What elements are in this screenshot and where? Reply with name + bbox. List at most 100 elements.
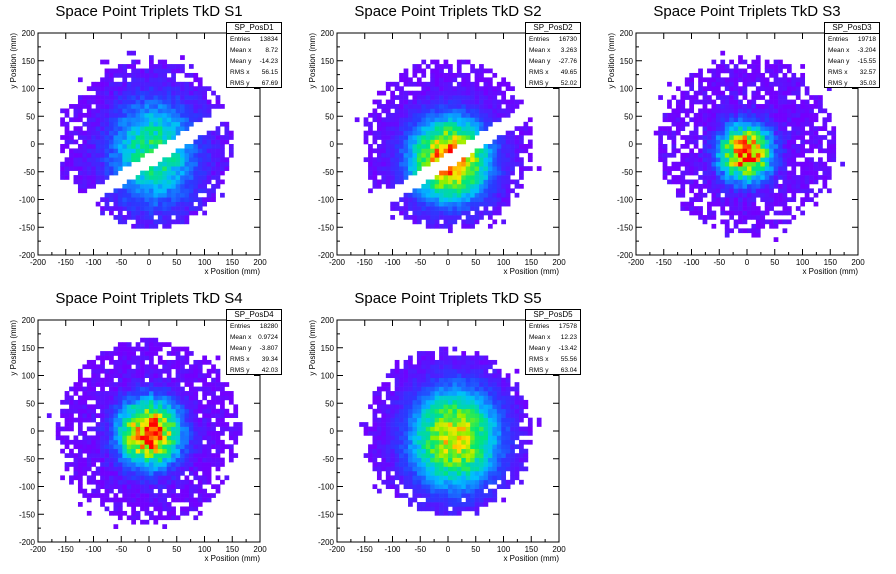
heatmap-cell xyxy=(211,192,216,198)
heatmap-cell xyxy=(381,157,387,163)
heatmap-cell xyxy=(122,90,128,96)
heatmap-cell xyxy=(456,210,462,216)
heatmap-cell xyxy=(91,404,97,410)
heatmap-cell xyxy=(720,95,726,100)
heatmap-cell xyxy=(791,183,797,189)
heatmap-cell xyxy=(465,166,471,171)
heatmap-cell xyxy=(707,81,712,87)
heatmap-cell xyxy=(372,417,378,423)
heatmap-cell xyxy=(702,148,708,154)
heatmap-cell xyxy=(126,404,132,410)
heatmap-cell xyxy=(126,470,132,476)
heatmap-cell xyxy=(202,404,208,410)
heatmap-cell xyxy=(157,479,163,485)
heatmap-cell xyxy=(452,166,458,171)
heatmap-cell xyxy=(390,368,396,374)
heatmap-cell xyxy=(461,175,467,180)
heatmap-cell xyxy=(113,426,119,432)
heatmap-cell xyxy=(403,104,409,109)
heatmap-cell xyxy=(826,170,832,176)
heatmap-cell xyxy=(421,466,427,472)
heatmap-cell xyxy=(131,104,136,109)
heatmap-cell xyxy=(773,223,779,229)
heatmap-cell xyxy=(492,99,498,105)
heatmap-cell xyxy=(117,413,123,418)
heatmap-cell xyxy=(135,121,141,127)
heatmap-cell xyxy=(385,152,391,158)
heatmap-cell xyxy=(747,228,752,234)
heatmap-cell xyxy=(117,351,123,356)
heatmap-cell xyxy=(452,139,458,145)
heatmap-cell xyxy=(416,201,422,207)
heatmap-cell xyxy=(180,152,185,158)
heatmap-cell xyxy=(385,81,391,87)
heatmap-cell xyxy=(416,90,422,96)
heatmap-cell xyxy=(760,210,766,216)
heatmap-cell xyxy=(795,117,801,123)
heatmap-cell xyxy=(144,506,150,512)
heatmap-cell xyxy=(171,422,176,427)
heatmap-cell xyxy=(738,59,743,65)
heatmap-cell xyxy=(140,395,145,401)
heatmap-cell xyxy=(188,179,194,185)
heatmap-cell xyxy=(408,161,413,167)
heatmap-cell xyxy=(711,197,717,203)
heatmap-cell xyxy=(733,144,739,149)
heatmap-cell xyxy=(671,108,677,114)
heatmap-cell xyxy=(675,112,681,118)
heatmap-cell xyxy=(747,183,752,189)
heatmap-cell xyxy=(95,86,101,92)
heatmap-cell xyxy=(135,210,141,216)
heatmap-cell xyxy=(826,148,832,154)
heatmap-cell xyxy=(470,166,475,171)
heatmap-cell xyxy=(715,192,721,198)
heatmap-cell xyxy=(122,368,128,374)
heatmap-cell xyxy=(171,86,176,92)
heatmap-cell xyxy=(715,152,721,158)
heatmap-cell xyxy=(82,183,88,189)
heatmap-cell xyxy=(381,426,387,432)
heatmap-cell xyxy=(399,373,404,379)
heatmap-cell xyxy=(69,404,74,410)
heatmap-cell xyxy=(403,139,409,145)
heatmap-cell xyxy=(131,519,136,525)
heatmap-cell xyxy=(715,188,721,194)
heatmap-cell xyxy=(693,152,699,158)
heatmap-cell xyxy=(425,470,431,476)
heatmap-cell xyxy=(729,104,734,109)
heatmap-cell xyxy=(117,377,123,383)
heatmap-cell xyxy=(381,175,387,180)
heatmap-cell xyxy=(439,90,444,96)
heatmap-cell xyxy=(724,219,730,225)
heatmap-cell xyxy=(86,99,92,105)
x-tick-label: 50 xyxy=(172,545,181,554)
heatmap-cell xyxy=(211,130,216,136)
heatmap-cell xyxy=(483,86,489,92)
heatmap-cell xyxy=(430,59,435,65)
heatmap-cell xyxy=(822,135,828,140)
heatmap-cell xyxy=(439,466,444,472)
heatmap-cell xyxy=(421,197,427,203)
heatmap-cell xyxy=(376,431,382,436)
heatmap-cell xyxy=(755,157,761,163)
heatmap-cell xyxy=(180,192,185,198)
heatmap-cell xyxy=(764,68,770,74)
heatmap-cell xyxy=(171,206,176,211)
heatmap-cell xyxy=(157,475,163,481)
heatmap-cell xyxy=(104,161,110,167)
heatmap-cell xyxy=(390,484,396,490)
heatmap-cell xyxy=(791,112,797,118)
heatmap-cell xyxy=(135,99,141,105)
heatmap-cell xyxy=(782,90,788,96)
heatmap-cell xyxy=(175,126,181,131)
heatmap-cell xyxy=(403,493,409,498)
heatmap-cell xyxy=(188,108,194,114)
heatmap-cell xyxy=(689,108,695,114)
heatmap-cell xyxy=(91,359,97,365)
heatmap-cell xyxy=(220,135,225,140)
heatmap-cell xyxy=(363,422,369,427)
heatmap-cell xyxy=(64,112,70,118)
heatmap-cell xyxy=(658,157,663,163)
heatmap-cell xyxy=(430,457,435,463)
heatmap-cell xyxy=(809,135,814,140)
